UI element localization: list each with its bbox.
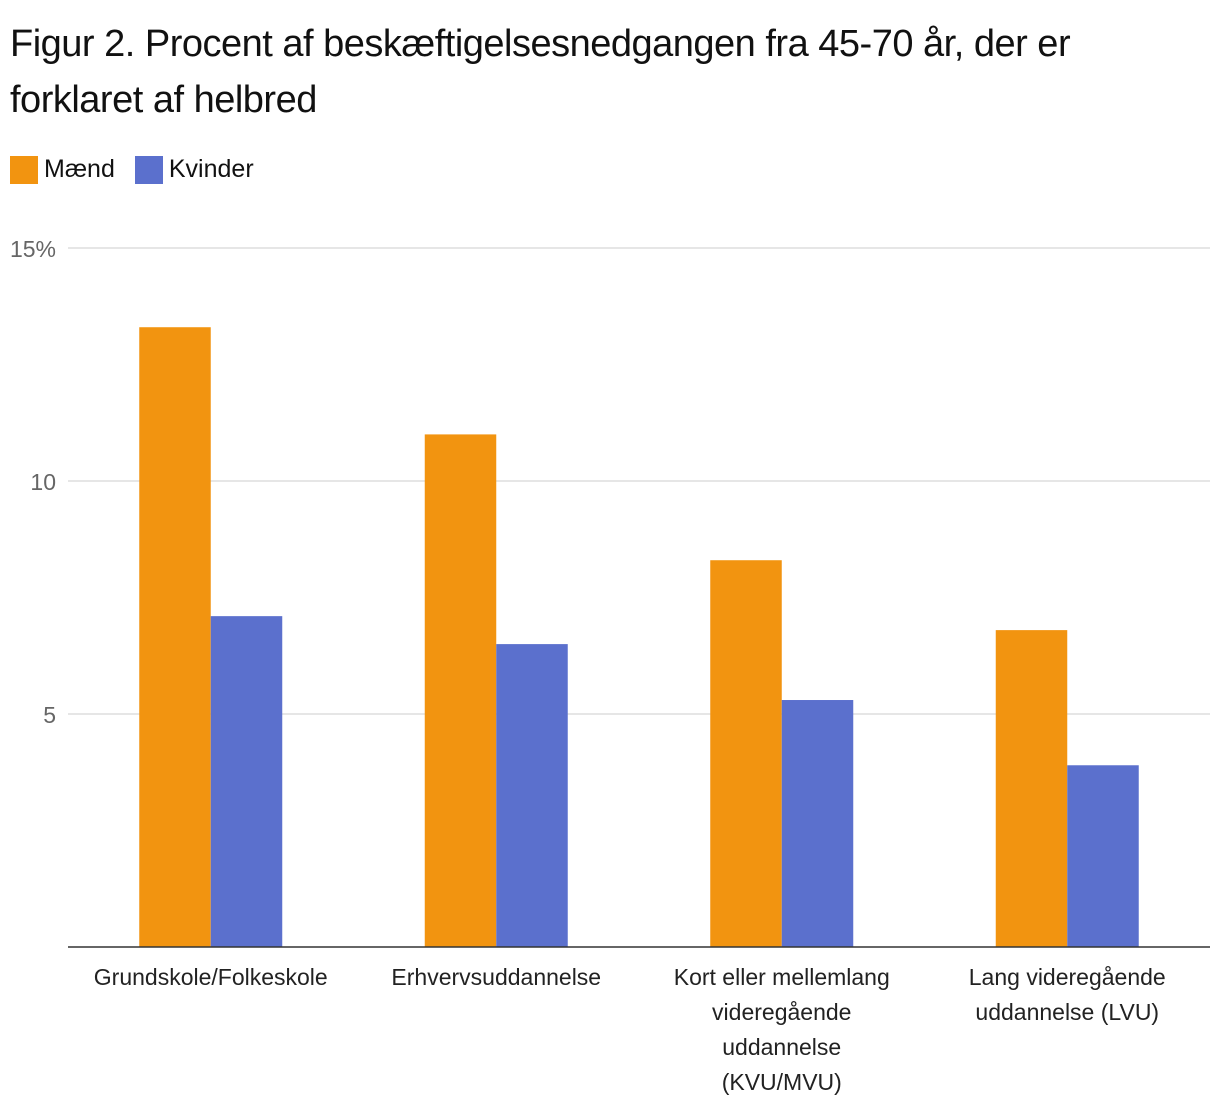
x-category-label-line: uddannelse (LVU)	[975, 999, 1159, 1025]
x-category-label-line: Erhvervsuddannelse	[391, 964, 601, 990]
legend-swatch-kvinder	[134, 155, 163, 184]
x-category-label: Lang videregående uddannelse (LVU)	[969, 964, 1166, 1025]
bar-kvinder	[1067, 765, 1139, 947]
legend-item-kvinder: Kvinder	[134, 155, 254, 184]
y-tick-label: 10	[30, 469, 56, 495]
bar-kvinder	[496, 644, 568, 947]
legend-label-maend: Mænd	[44, 155, 115, 183]
x-category-label: Kort eller mellemlang videregående uddanne…	[674, 964, 890, 1095]
x-category-label-line: videregående	[712, 999, 851, 1025]
x-category-label-line: Kort eller mellemlang	[674, 964, 890, 990]
y-tick-label: 5	[43, 702, 56, 728]
x-category-label-line: (KVU/MVU)	[722, 1069, 842, 1095]
bar-maend	[995, 630, 1068, 947]
x-category-label-line: Lang videregående	[969, 964, 1166, 990]
x-category-label: Erhvervsuddannelse	[391, 964, 601, 990]
bar-maend	[710, 560, 782, 947]
bar-kvinder	[210, 616, 283, 947]
x-category-label: Grundskole/Folkeskole	[94, 964, 328, 990]
y-tick-label: 15%	[10, 236, 56, 262]
bar-maend	[424, 434, 497, 947]
bar-kvinder	[781, 700, 854, 947]
x-category-label-line: Grundskole/Folkeskole	[94, 964, 328, 990]
bar-maend	[139, 327, 211, 948]
chart-title: Figur 2. Procent af beskæftigelsesnedgan…	[10, 23, 1071, 121]
legend: Mænd Kvinder	[10, 155, 274, 184]
x-category-label-line: uddannelse	[722, 1034, 841, 1060]
legend-label-kvinder: Kvinder	[168, 155, 254, 183]
legend-item-maend: Mænd	[10, 155, 115, 184]
legend-swatch-maend	[10, 155, 38, 184]
